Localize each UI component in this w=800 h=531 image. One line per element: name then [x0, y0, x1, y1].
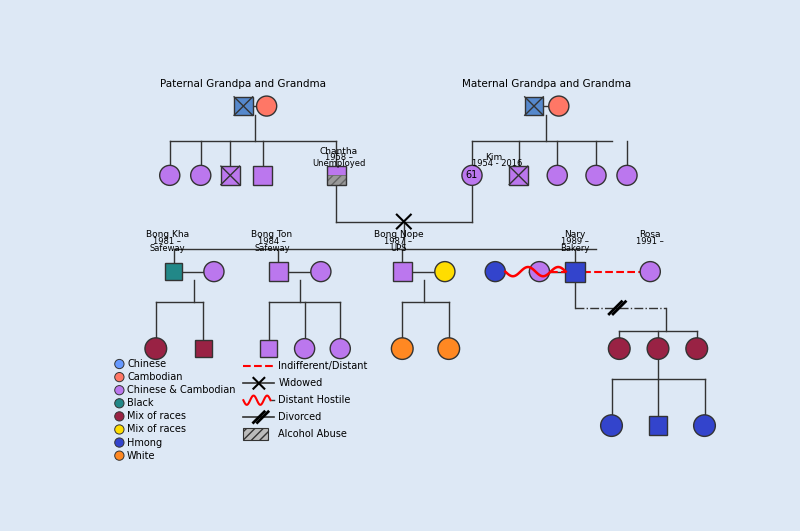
Text: Rosa: Rosa [639, 230, 661, 239]
Bar [243, 428, 268, 440]
Ellipse shape [310, 262, 331, 281]
Text: Distant Hostile: Distant Hostile [278, 395, 350, 405]
Bar [525, 97, 543, 115]
Bar [221, 166, 239, 185]
Text: 1954 - 2016: 1954 - 2016 [472, 159, 522, 168]
Ellipse shape [694, 415, 715, 436]
Ellipse shape [114, 425, 124, 434]
Ellipse shape [114, 399, 124, 408]
Bar [327, 166, 346, 185]
Ellipse shape [204, 262, 224, 281]
Ellipse shape [114, 359, 124, 369]
Bar [234, 97, 253, 115]
Ellipse shape [686, 338, 708, 359]
Text: Widowed: Widowed [278, 378, 322, 388]
Text: Alcohol Abuse: Alcohol Abuse [278, 429, 347, 439]
Text: 1991 –: 1991 – [636, 237, 664, 246]
Ellipse shape [549, 96, 569, 116]
Text: Mix of races: Mix of races [127, 424, 186, 434]
Text: Safeway: Safeway [254, 244, 290, 253]
Text: Hmong: Hmong [127, 438, 162, 448]
Ellipse shape [530, 262, 550, 281]
Ellipse shape [190, 165, 211, 185]
Ellipse shape [114, 372, 124, 382]
Ellipse shape [145, 338, 166, 359]
Ellipse shape [114, 438, 124, 447]
Text: Safeway: Safeway [150, 244, 186, 253]
Ellipse shape [114, 386, 124, 395]
Text: Unemployed: Unemployed [312, 159, 366, 168]
Ellipse shape [294, 339, 314, 358]
Text: Nary: Nary [564, 230, 586, 239]
Text: Mix of races: Mix of races [127, 412, 186, 422]
Text: Bong Nope: Bong Nope [374, 230, 423, 239]
Bar [393, 262, 411, 281]
Ellipse shape [330, 339, 350, 358]
Bar [565, 262, 585, 281]
Ellipse shape [640, 262, 660, 281]
Bar [261, 340, 278, 357]
Ellipse shape [114, 451, 124, 460]
Text: Cambodian: Cambodian [127, 372, 182, 382]
Text: UPS: UPS [390, 244, 406, 253]
Text: 1958 –: 1958 – [325, 153, 353, 162]
Bar [509, 166, 528, 185]
Bar [194, 340, 211, 357]
Ellipse shape [462, 165, 482, 185]
Text: 1981 –: 1981 – [154, 237, 182, 246]
Text: 61: 61 [466, 170, 478, 181]
Ellipse shape [601, 415, 622, 436]
Text: Chinese & Cambodian: Chinese & Cambodian [127, 385, 236, 395]
Text: Black: Black [127, 398, 154, 408]
Ellipse shape [257, 96, 277, 116]
Ellipse shape [586, 165, 606, 185]
Text: 1987 –: 1987 – [384, 237, 413, 246]
Text: Bakery: Bakery [560, 244, 590, 253]
Ellipse shape [617, 165, 637, 185]
Bar [269, 262, 287, 281]
Text: White: White [127, 451, 156, 461]
Bar [327, 166, 346, 175]
Ellipse shape [608, 338, 630, 359]
Text: Chinese: Chinese [127, 359, 166, 369]
Ellipse shape [485, 262, 506, 281]
Bar [254, 166, 272, 185]
Text: Indifferent/Distant: Indifferent/Distant [278, 361, 368, 371]
Ellipse shape [160, 165, 180, 185]
Text: 1984 –: 1984 – [258, 237, 286, 246]
Text: Kim: Kim [485, 153, 502, 162]
Text: Maternal Grandpa and Grandma: Maternal Grandpa and Grandma [462, 79, 631, 89]
Ellipse shape [114, 412, 124, 421]
Text: Bong Kha: Bong Kha [146, 230, 189, 239]
Ellipse shape [438, 338, 459, 359]
Bar [327, 175, 346, 185]
Bar [165, 263, 182, 280]
Bar [327, 175, 346, 185]
Text: Paternal Grandpa and Grandma: Paternal Grandpa and Grandma [160, 79, 326, 89]
Ellipse shape [391, 338, 413, 359]
Ellipse shape [435, 262, 455, 281]
Text: 1989 –: 1989 – [561, 237, 589, 246]
Text: Bong Ton: Bong Ton [251, 230, 293, 239]
Text: Divorced: Divorced [278, 412, 322, 422]
Ellipse shape [547, 165, 567, 185]
Ellipse shape [647, 338, 669, 359]
Bar [649, 416, 667, 435]
Text: Chantha: Chantha [320, 147, 358, 156]
